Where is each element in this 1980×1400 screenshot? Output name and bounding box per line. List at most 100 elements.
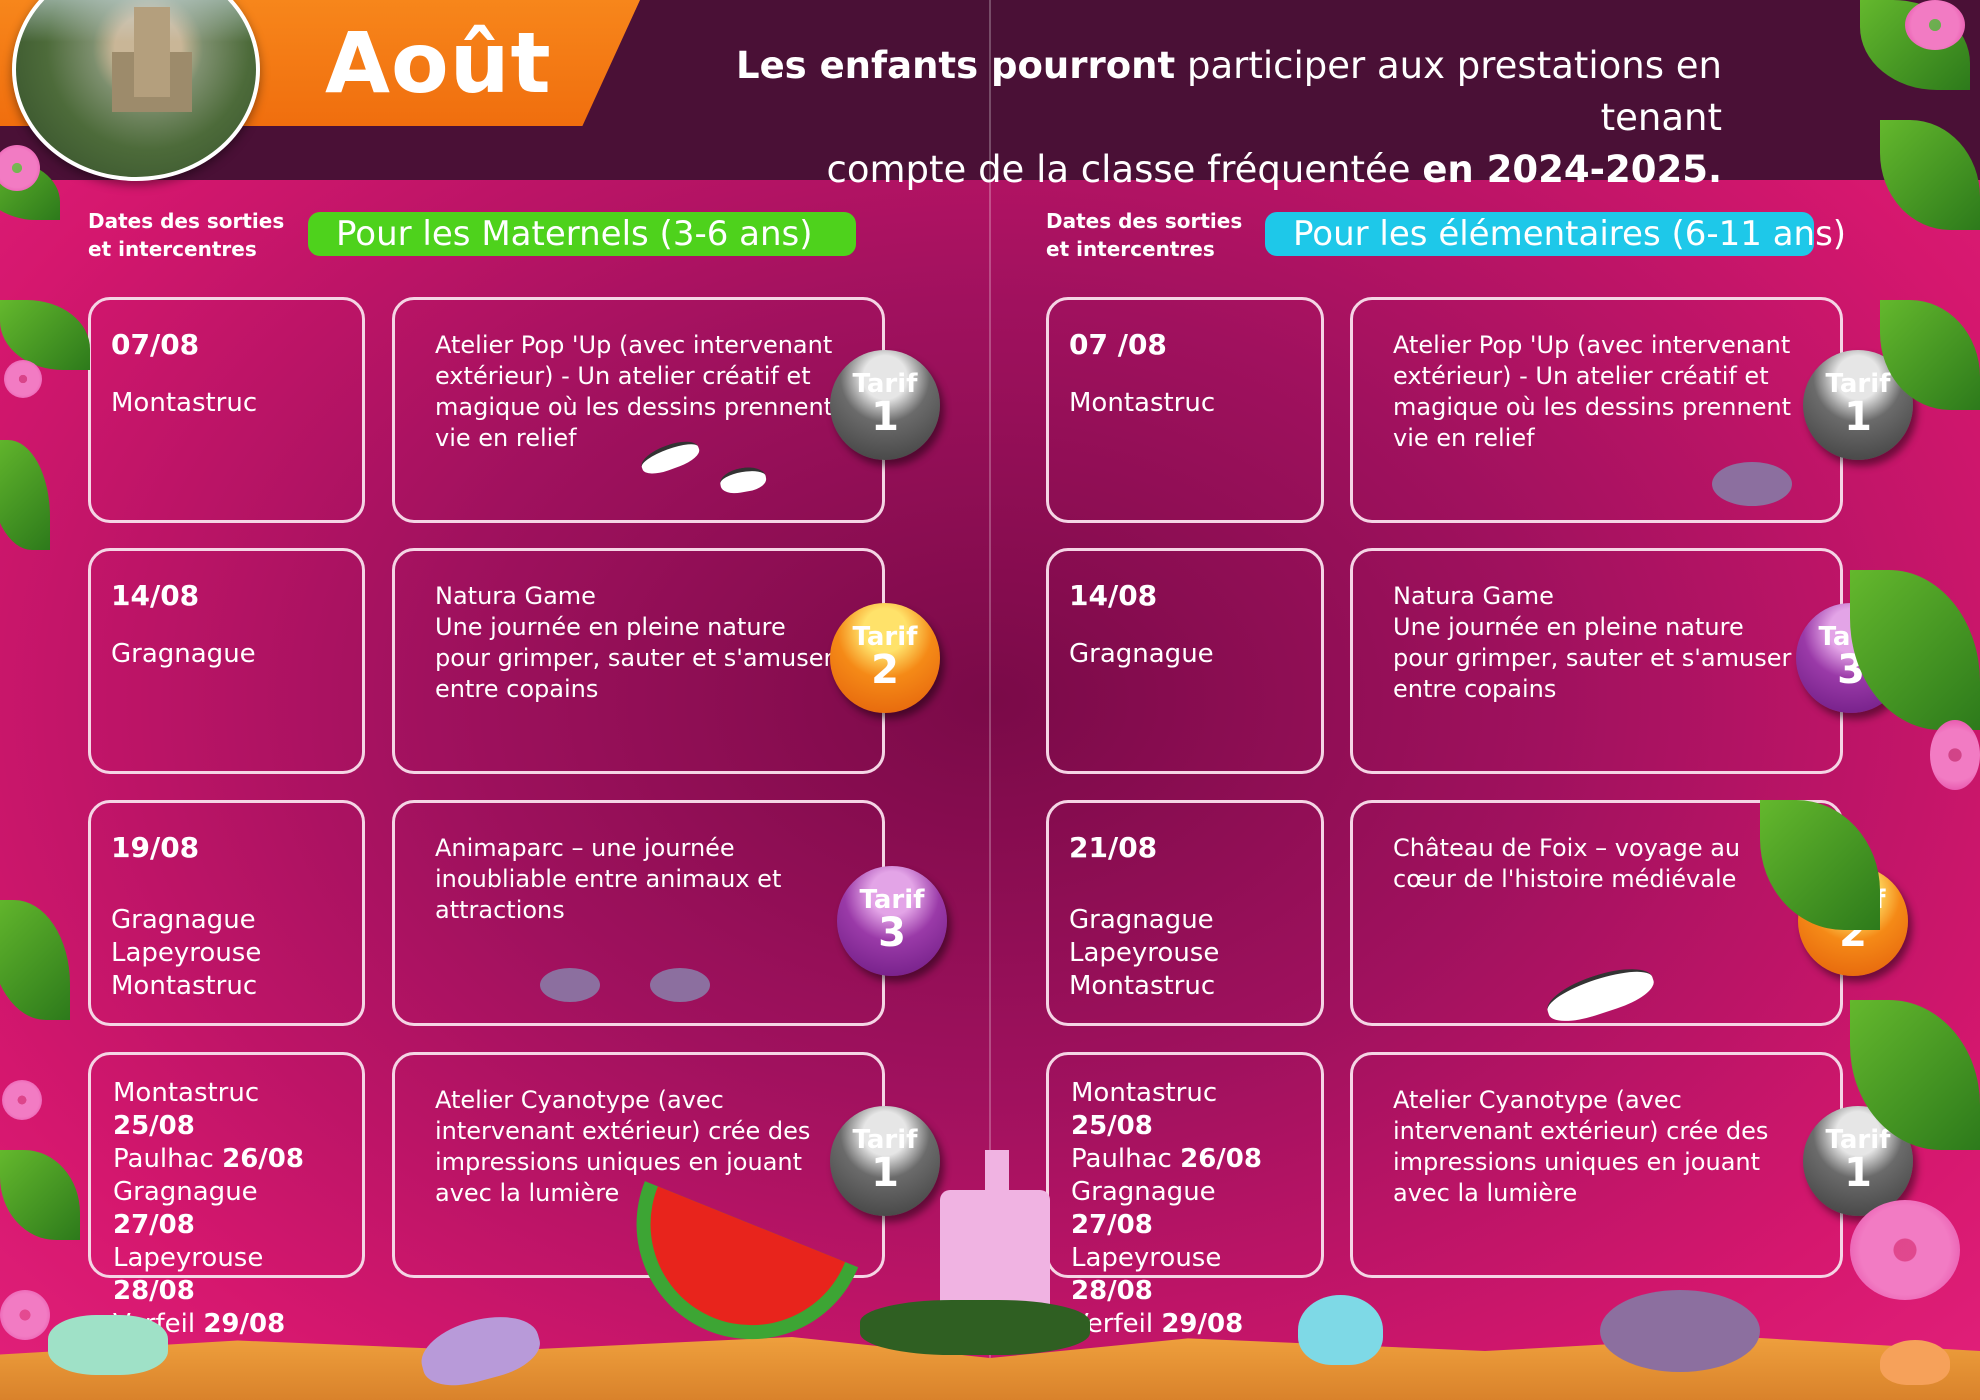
date-label: 25/08: [1071, 1111, 1153, 1141]
intro-text: Les enfants pourront participer aux pres…: [622, 40, 1722, 196]
left-dates-label: Dates des sorties et intercentres: [88, 209, 285, 261]
left-activity-card-2: Natura Game Une journée en pleine nature…: [392, 548, 885, 774]
crab-icon: [1712, 462, 1792, 506]
castle-tower: [985, 1150, 1009, 1200]
intro-bold-2: en 2024-2025.: [1422, 148, 1722, 191]
place-label: Montastruc: [113, 1078, 260, 1108]
right-activity-card-4: Atelier Cyanotype (avec intervenant exté…: [1350, 1052, 1843, 1278]
date-label: 27/08: [1071, 1210, 1153, 1240]
place-label: Gragnague: [111, 905, 256, 935]
activity-text: Atelier Cyanotype (avec intervenant exté…: [435, 1086, 811, 1207]
right-activity-card-3: Château de Foix – voyage au cœur de l'hi…: [1350, 800, 1843, 1026]
activity-text: Château de Foix – voyage au cœur de l'hi…: [1393, 834, 1741, 893]
tarif-label: Tarif: [1825, 1125, 1891, 1155]
left-date-card-4: Montastruc 25/08 Paulhac 26/08 Gragnague…: [88, 1052, 365, 1339]
date-label: 07/08: [111, 328, 200, 361]
place-label: Lapeyrouse: [1069, 938, 1220, 968]
crab-icon: [1600, 1290, 1760, 1372]
tarif-label: Tarif: [852, 369, 918, 399]
date-label: 26/08: [1180, 1144, 1262, 1174]
month-title: Août: [325, 14, 552, 112]
pill-maternels: Pour les Maternels (3-6 ans): [308, 212, 856, 256]
flower-icon: [0, 145, 40, 191]
date-label: 14/08: [1069, 579, 1158, 612]
tarif-label: Tarif: [859, 885, 925, 915]
place-label: Gragnague: [1069, 905, 1214, 935]
date-label: 28/08: [113, 1276, 195, 1306]
date-label: 26/08: [222, 1144, 304, 1174]
tarif-badge: Tarif 2: [830, 603, 940, 713]
date-label: 21/08: [1069, 831, 1158, 864]
activity-text: Atelier Pop 'Up (avec intervenant extéri…: [435, 331, 834, 452]
seashell-icon: [1298, 1295, 1383, 1365]
place-label: Lapeyrouse: [113, 1243, 264, 1273]
bush-decoration: [860, 1300, 1090, 1355]
place-label: Gragnague: [1069, 639, 1214, 669]
flower-icon: [1905, 0, 1965, 50]
tarif-badge: Tarif 3: [837, 866, 947, 976]
tarif-badge: Tarif 1: [830, 350, 940, 460]
crab-icon: [650, 968, 710, 1002]
date-label: 27/08: [113, 1210, 195, 1240]
starfish-icon: [48, 1315, 168, 1375]
right-date-card-3: 21/08 Gragnague Lapeyrouse Montastruc: [1046, 800, 1324, 1026]
intro-rest-1: participer aux prestations en tenant: [1175, 44, 1722, 139]
tarif-label: Tarif: [852, 622, 918, 652]
tarif-number: 1: [1844, 394, 1872, 440]
activity-text: Natura Game Une journée en pleine nature…: [435, 582, 834, 703]
tarif-label: Tarif: [1825, 369, 1891, 399]
seashell-icon: [1880, 1340, 1950, 1385]
date-label: 07 /08: [1069, 328, 1167, 361]
right-date-card-1: 07 /08 Montastruc: [1046, 297, 1324, 523]
date-label: 14/08: [111, 579, 200, 612]
left-date-card-1: 07/08 Montastruc: [88, 297, 365, 523]
activity-text: Natura Game Une journée en pleine nature…: [1393, 582, 1792, 703]
flower-icon: [0, 1290, 50, 1340]
tarif-number: 1: [1844, 1150, 1872, 1196]
activity-text: Atelier Cyanotype (avec intervenant exté…: [1393, 1086, 1769, 1207]
place-label: Paulhac: [1071, 1144, 1172, 1174]
leaf-decoration: [0, 900, 70, 1020]
left-activity-card-4: Atelier Cyanotype (avec intervenant exté…: [392, 1052, 885, 1278]
left-date-card-2: 14/08 Gragnague: [88, 548, 365, 774]
tarif-number: 3: [878, 910, 906, 956]
date-label: 29/08: [1161, 1309, 1244, 1339]
date-label: 19/08: [111, 831, 200, 864]
date-label: 29/08: [203, 1309, 286, 1339]
flower-icon: [1930, 720, 1980, 790]
left-activity-card-1: Atelier Pop 'Up (avec intervenant extéri…: [392, 297, 885, 523]
castle-photo: [12, 0, 260, 181]
intro-rest-2: compte de la classe fréquentée: [826, 148, 1423, 191]
activity-text: Animaparc – une journée inoubliable entr…: [435, 834, 782, 924]
right-date-card-2: 14/08 Gragnague: [1046, 548, 1324, 774]
left-activity-card-3: Animaparc – une journée inoubliable entr…: [392, 800, 885, 1026]
date-label: 25/08: [113, 1111, 195, 1141]
page-fold: [989, 0, 991, 1400]
pill-elementaires: Pour les élémentaires (6-11 ans): [1265, 212, 1846, 256]
place-label: Gragnague: [111, 639, 256, 669]
place-label: Lapeyrouse: [1071, 1243, 1222, 1273]
leaf-decoration: [0, 1150, 80, 1240]
crab-icon: [540, 968, 600, 1002]
place-label: Paulhac: [113, 1144, 214, 1174]
place-label: Gragnague: [1071, 1177, 1216, 1207]
right-activity-card-2: Natura Game Une journée en pleine nature…: [1350, 548, 1843, 774]
activity-text: Atelier Pop 'Up (avec intervenant extéri…: [1393, 331, 1792, 452]
place-label: Montastruc: [1071, 1078, 1218, 1108]
right-date-card-4: Montastruc 25/08 Paulhac 26/08 Gragnague…: [1046, 1052, 1324, 1339]
flower-icon: [1850, 1200, 1960, 1300]
place-label: Montastruc: [111, 388, 258, 418]
right-activity-card-1: Atelier Pop 'Up (avec intervenant extéri…: [1350, 297, 1843, 523]
right-dates-label: Dates des sorties et intercentres: [1046, 209, 1243, 261]
tarif-number: 1: [871, 1150, 899, 1196]
tarif-number: 1: [871, 394, 899, 440]
tarif-label: Tarif: [852, 1125, 918, 1155]
left-date-card-3: 19/08 Gragnague Lapeyrouse Montastruc: [88, 800, 365, 1026]
leaf-decoration: [0, 300, 90, 370]
date-label: 28/08: [1071, 1276, 1153, 1306]
place-label: Montastruc: [1069, 971, 1216, 1001]
place-label: Lapeyrouse: [111, 938, 262, 968]
intro-bold-1: Les enfants pourront: [736, 44, 1176, 87]
place-label: Gragnague: [113, 1177, 258, 1207]
